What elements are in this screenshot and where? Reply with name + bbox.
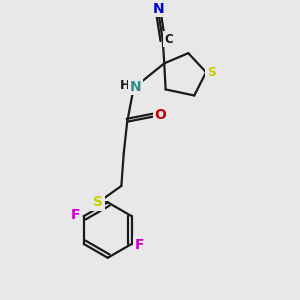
Text: N: N [129,80,141,94]
Text: O: O [154,108,166,122]
Text: N: N [153,2,165,16]
Text: F: F [71,208,80,222]
Text: C: C [165,33,174,46]
Text: S: S [93,195,103,209]
Text: H: H [120,79,130,92]
Text: F: F [135,238,145,252]
Text: S: S [207,66,216,79]
